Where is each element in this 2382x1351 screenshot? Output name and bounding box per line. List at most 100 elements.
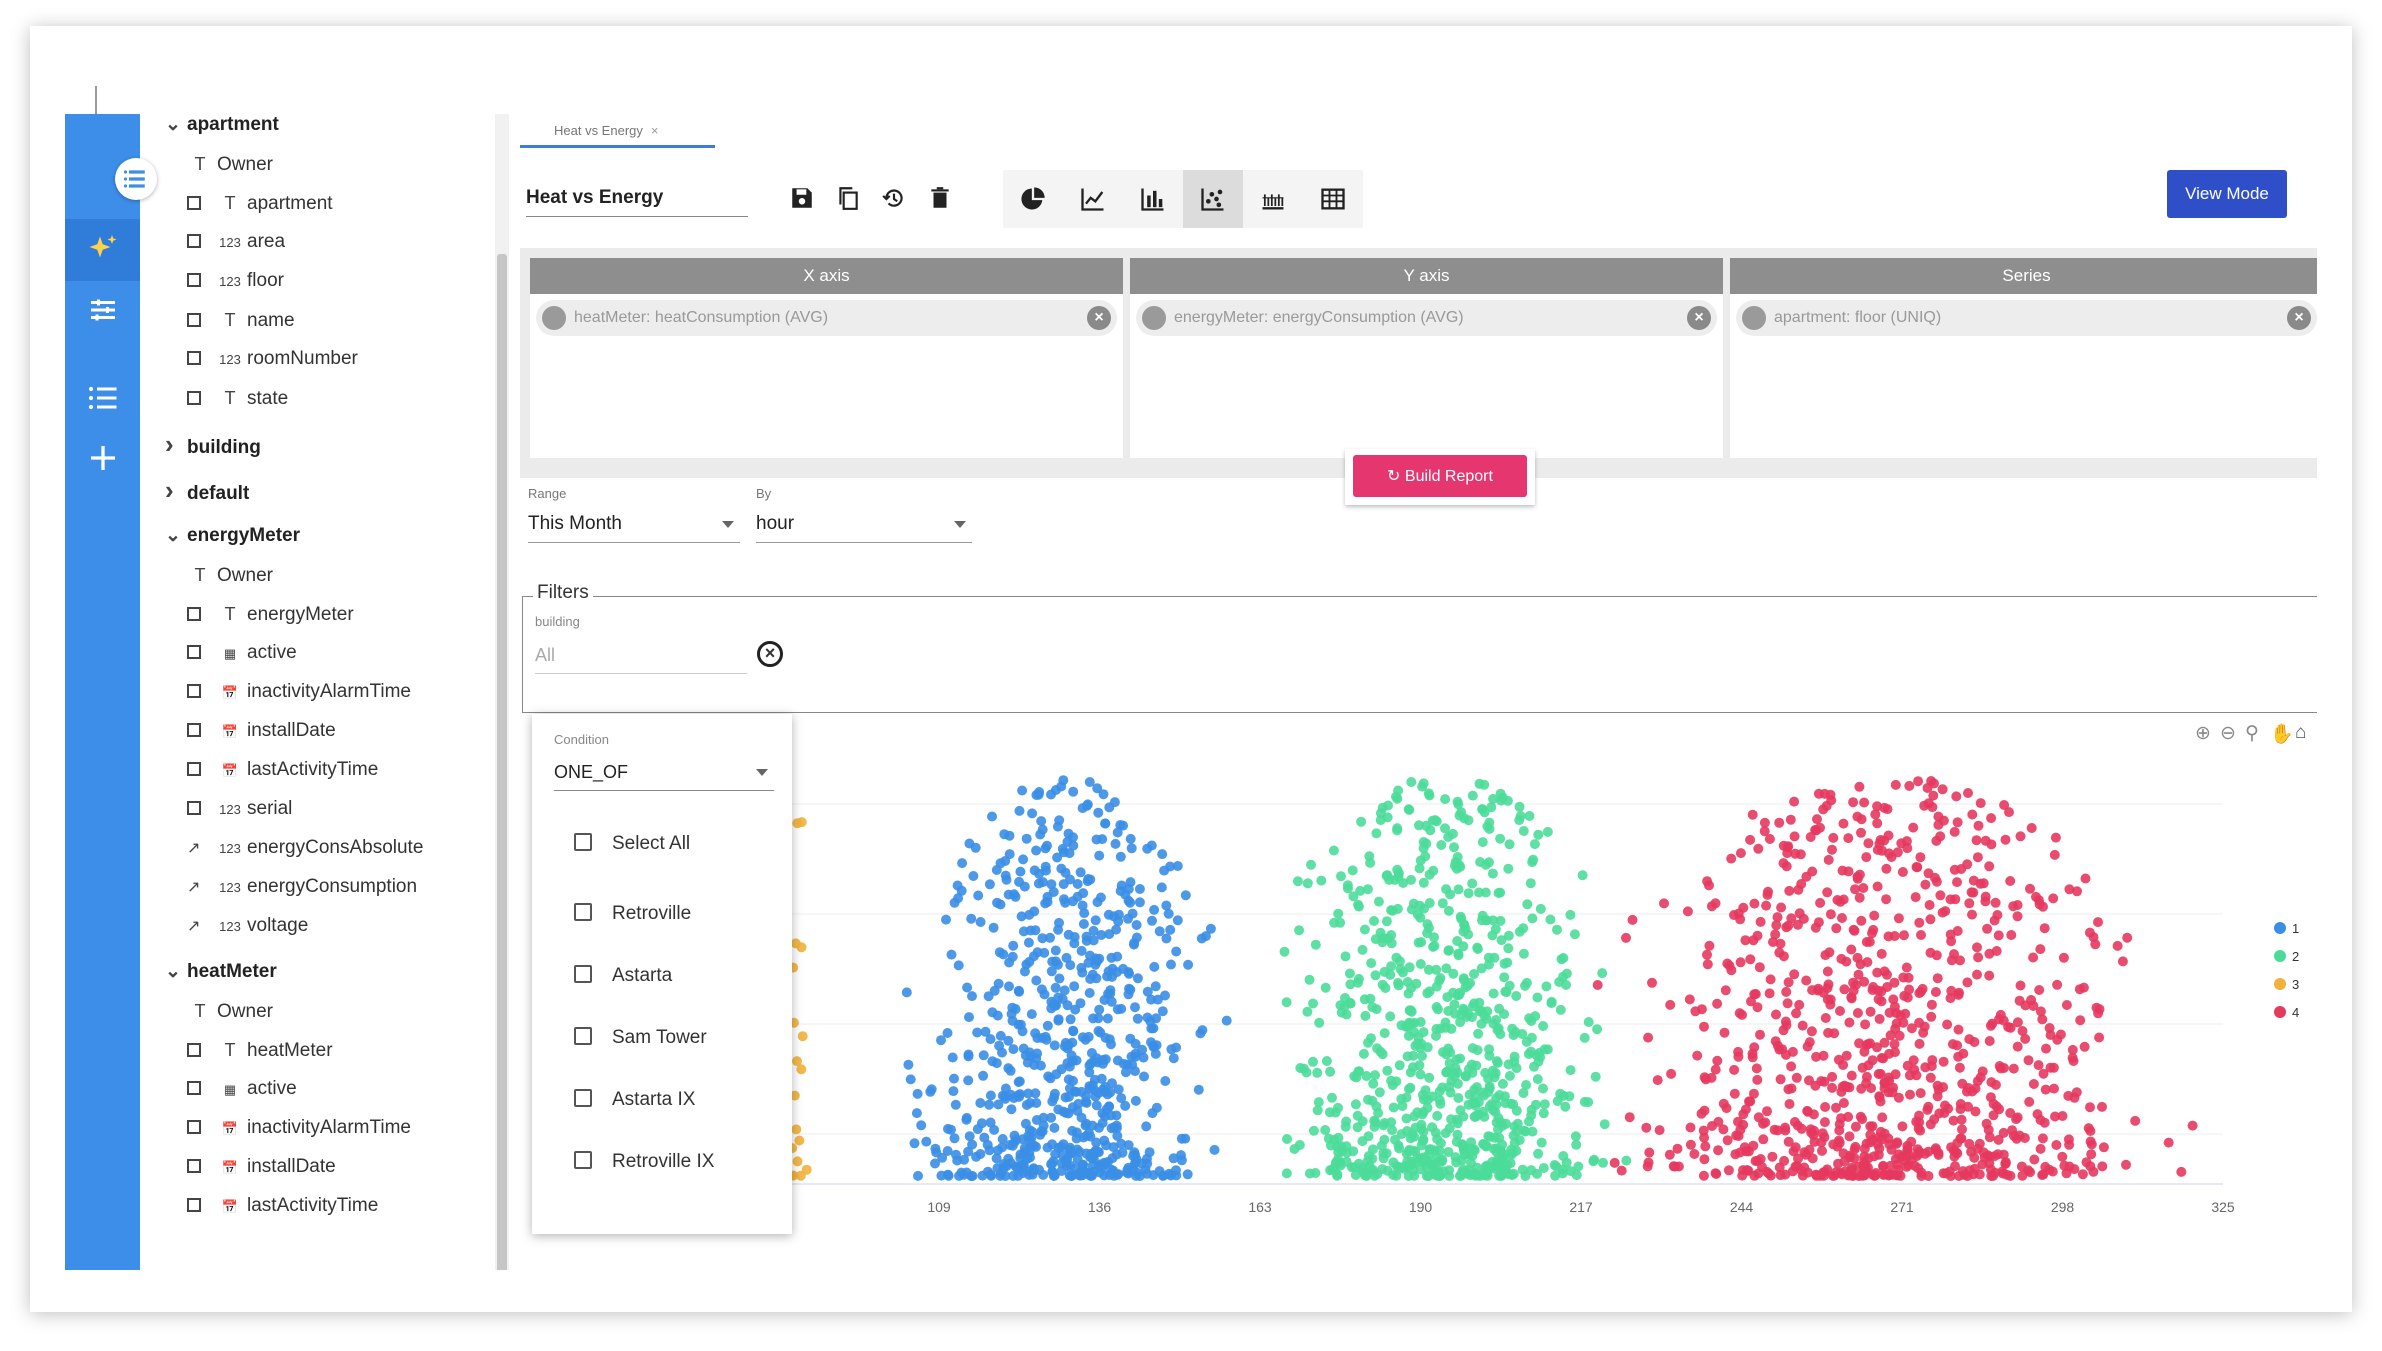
attribute-toggle-icon[interactable] bbox=[187, 351, 201, 365]
chip-dropdown-icon[interactable] bbox=[1742, 306, 1766, 330]
report-name-input[interactable]: Heat vs Energy bbox=[526, 180, 748, 217]
save-button[interactable] bbox=[782, 178, 822, 218]
legend-item[interactable]: 4 bbox=[2274, 1005, 2299, 1020]
tree-field-inactivityAlarmTime[interactable]: 📅 inactivityAlarmTime bbox=[187, 677, 411, 707]
legend-item[interactable]: 3 bbox=[2274, 977, 2299, 992]
y-axis-field-chip[interactable]: energyMeter: energyConsumption (AVG) × bbox=[1136, 300, 1717, 336]
tree-field-serial[interactable]: 123 serial bbox=[187, 794, 292, 824]
tree-field-floor[interactable]: 123 floor bbox=[187, 266, 284, 296]
condition-select[interactable]: ONE_OF bbox=[554, 754, 774, 791]
tune-icon[interactable] bbox=[85, 292, 121, 328]
chart-type-heatmap[interactable] bbox=[1243, 170, 1303, 228]
reset-button[interactable] bbox=[874, 178, 914, 218]
checkbox[interactable] bbox=[574, 1150, 592, 1169]
tree-field-lastActivityTime[interactable]: 📅 lastActivityTime bbox=[187, 755, 378, 785]
view-mode-button[interactable]: View Mode bbox=[2167, 170, 2287, 218]
chip-remove-icon[interactable]: × bbox=[2287, 306, 2311, 330]
attribute-toggle-icon[interactable] bbox=[187, 196, 201, 210]
range-select[interactable]: This Month bbox=[528, 506, 740, 543]
tree-field-inactivityAlarmTime[interactable]: 📅 inactivityAlarmTime bbox=[187, 1113, 411, 1143]
x-axis-field-chip[interactable]: heatMeter: heatConsumption (AVG) × bbox=[536, 300, 1117, 336]
legend-item[interactable]: 2 bbox=[2274, 949, 2299, 964]
attribute-toggle-icon[interactable] bbox=[187, 1159, 201, 1173]
tree-field-roomNumber[interactable]: 123 roomNumber bbox=[187, 344, 358, 374]
x-axis-panel[interactable]: X axis heatMeter: heatConsumption (AVG) … bbox=[530, 258, 1123, 458]
tree-scrollbar-thumb[interactable] bbox=[497, 254, 507, 1270]
filter-option[interactable]: Select All bbox=[574, 829, 690, 859]
legend-item[interactable]: 1 bbox=[2274, 921, 2299, 936]
tree-field-active[interactable]: ▦ active bbox=[187, 1074, 297, 1104]
series-field-chip[interactable]: apartment: floor (UNIQ) × bbox=[1736, 300, 2317, 336]
chart-type-bar[interactable] bbox=[1123, 170, 1183, 228]
attribute-toggle-icon[interactable] bbox=[187, 801, 201, 815]
chart-type-line[interactable] bbox=[1063, 170, 1123, 228]
chart-type-scatter[interactable] bbox=[1183, 170, 1243, 228]
attribute-toggle-icon[interactable] bbox=[187, 313, 201, 327]
by-select[interactable]: hour bbox=[756, 506, 972, 543]
attribute-toggle-icon[interactable] bbox=[187, 645, 201, 659]
tree-field-installDate[interactable]: 📅 installDate bbox=[187, 1152, 336, 1182]
chart-type-pie[interactable] bbox=[1003, 170, 1063, 228]
checkbox[interactable] bbox=[574, 832, 592, 851]
add-icon[interactable] bbox=[85, 440, 121, 476]
building-filter-input[interactable]: All bbox=[535, 637, 747, 674]
tree-group-energyMeter[interactable]: ⌄ energyMeter bbox=[165, 521, 300, 551]
tree-field-active[interactable]: ▦ active bbox=[187, 638, 297, 668]
checkbox[interactable] bbox=[574, 1026, 592, 1045]
tree-group-heatMeter[interactable]: ⌄ heatMeter bbox=[165, 957, 277, 987]
attribute-toggle-icon[interactable] bbox=[187, 684, 201, 698]
tree-field-Owner[interactable]: T Owner bbox=[187, 996, 273, 1026]
filter-option[interactable]: Astarta bbox=[574, 961, 672, 991]
tree-field-energyConsAbsolute[interactable]: ↗ 123 energyConsAbsolute bbox=[187, 833, 423, 863]
chevron-down-icon[interactable]: ⌄ bbox=[165, 114, 181, 135]
tree-field-Owner[interactable]: T Owner bbox=[187, 149, 273, 179]
attribute-toggle-icon[interactable] bbox=[187, 762, 201, 776]
zoom-out-icon[interactable]: ⊖ bbox=[2220, 723, 2236, 744]
search-icon[interactable]: ⚲ bbox=[2245, 723, 2259, 744]
copy-button[interactable] bbox=[828, 178, 868, 218]
tree-field-installDate[interactable]: 📅 installDate bbox=[187, 716, 336, 746]
attribute-toggle-icon[interactable] bbox=[187, 1198, 201, 1212]
build-report-button[interactable]: ↻ Build Report bbox=[1353, 455, 1527, 497]
chevron-down-icon[interactable]: ⌄ bbox=[165, 525, 181, 546]
tree-group-building[interactable]: › building bbox=[165, 429, 261, 459]
y-axis-panel[interactable]: Y axis energyMeter: energyConsumption (A… bbox=[1130, 258, 1723, 458]
chip-remove-icon[interactable]: × bbox=[1087, 306, 1111, 330]
filter-option[interactable]: Retroville IX bbox=[574, 1147, 714, 1177]
chevron-right-icon[interactable]: › bbox=[165, 475, 174, 505]
clear-filter-icon[interactable]: × bbox=[757, 641, 783, 667]
filter-option[interactable]: Astarta IX bbox=[574, 1085, 695, 1115]
menu-toggle-button[interactable] bbox=[115, 158, 157, 200]
attribute-toggle-icon[interactable] bbox=[187, 1081, 201, 1095]
sparkle-icon[interactable] bbox=[85, 232, 121, 268]
chart-type-table[interactable] bbox=[1303, 170, 1363, 228]
tree-group-default[interactable]: › default bbox=[165, 475, 249, 505]
chevron-down-icon[interactable]: ⌄ bbox=[165, 961, 181, 982]
attribute-toggle-icon[interactable] bbox=[187, 1120, 201, 1134]
attribute-toggle-icon[interactable] bbox=[187, 607, 201, 621]
delete-button[interactable] bbox=[920, 178, 960, 218]
tree-field-lastActivityTime[interactable]: 📅 lastActivityTime bbox=[187, 1191, 378, 1221]
tree-field-Owner[interactable]: T Owner bbox=[187, 560, 273, 590]
zoom-in-icon[interactable]: ⊕ bbox=[2195, 723, 2211, 744]
tree-field-area[interactable]: 123 area bbox=[187, 227, 285, 257]
tree-group-apartment[interactable]: ⌄ apartment bbox=[165, 114, 279, 140]
checkbox[interactable] bbox=[574, 964, 592, 983]
series-panel[interactable]: Series apartment: floor (UNIQ) × bbox=[1730, 258, 2317, 458]
tab-close-icon[interactable]: × bbox=[650, 123, 659, 138]
tree-field-energyConsumption[interactable]: ↗ 123 energyConsumption bbox=[187, 872, 417, 902]
chip-dropdown-icon[interactable] bbox=[1142, 306, 1166, 330]
tab-heat-vs-energy[interactable]: Heat vs Energy × bbox=[520, 114, 715, 148]
attribute-toggle-icon[interactable] bbox=[187, 391, 201, 405]
tree-field-voltage[interactable]: ↗ 123 voltage bbox=[187, 911, 308, 941]
chip-dropdown-icon[interactable] bbox=[542, 306, 566, 330]
filter-option[interactable]: Retroville bbox=[574, 899, 691, 929]
attribute-toggle-icon[interactable] bbox=[187, 1043, 201, 1057]
checkbox[interactable] bbox=[574, 1088, 592, 1107]
list-view-icon[interactable] bbox=[85, 380, 121, 416]
